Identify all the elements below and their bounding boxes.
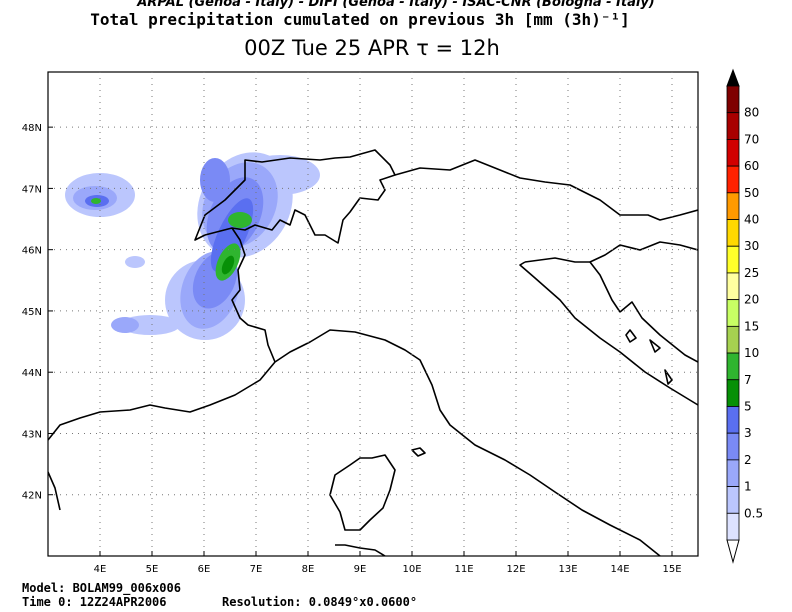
colorbar-level-label: 0.5 [744, 506, 763, 520]
lon-tick-label: 4E [94, 564, 107, 575]
lon-tick-label: 11E [454, 564, 473, 575]
colorbar-level-label: 25 [744, 266, 759, 280]
colorbar-swatch [726, 459, 740, 487]
colorbar-swatch [726, 406, 740, 434]
lon-tick-label: 6E [198, 564, 211, 575]
colorbar-level-label: 60 [744, 159, 759, 173]
colorbar-swatch [726, 432, 740, 461]
map-frame [47, 71, 699, 557]
resolution-label: Resolution: 0.0849°x0.0600° [222, 595, 418, 609]
colorbar-swatch [726, 219, 740, 247]
colorbar-level-label: 70 [744, 132, 759, 146]
colorbar-swatch [726, 486, 740, 514]
lon-tick-label: 10E [402, 564, 421, 575]
colorbar-level-label: 5 [744, 399, 752, 413]
colorbar-level-label: 3 [744, 426, 752, 440]
precipitation-colorbar: 80 70 60 50 40 30 25 20 15 10 7 5 3 2 1 0.5 [726, 68, 763, 564]
colorbar-level-label: 15 [744, 319, 759, 333]
colorbar-level-label: 7 [744, 373, 752, 387]
lon-tick-label: 7E [250, 564, 263, 575]
colorbar-swatch [726, 245, 740, 274]
lat-tick-label: 44N [22, 368, 42, 379]
institutions-title: ARPAL (Genoa - Italy) - DIFI (Genoa - It… [137, 0, 655, 10]
colorbar-swatch [726, 192, 740, 220]
colorbar-bottom-arrow [726, 539, 740, 564]
lat-tick-label: 45N [22, 307, 42, 318]
valid-time-title: 00Z Tue 25 APR τ = 12h [244, 36, 500, 60]
lon-tick-label: 15E [662, 564, 681, 575]
colorbar-level-label: 80 [744, 106, 759, 120]
lon-tick-label: 8E [302, 564, 315, 575]
precipitation-field [65, 152, 320, 340]
time0-label: Time 0: 12Z24APR2006 [22, 595, 167, 609]
lon-tick-label: 9E [354, 564, 367, 575]
rain-area-eastern-france [65, 173, 145, 333]
lon-tick-label: 14E [610, 564, 629, 575]
colorbar-level-label: 2 [744, 453, 752, 467]
lat-tick-label: 43N [22, 429, 42, 440]
lon-tick-label: 5E [146, 564, 159, 575]
colorbar-level-label: 10 [744, 346, 759, 360]
colorbar-swatch [726, 352, 740, 381]
colorbar-swatch [726, 165, 740, 194]
lon-tick-label: 13E [558, 564, 577, 575]
colorbar-swatch [726, 299, 740, 327]
colorbar-level-label: 50 [744, 186, 759, 200]
colorbar-level-label: 20 [744, 293, 759, 307]
colorbar-level-label: 30 [744, 239, 759, 253]
lon-tick-label: 12E [506, 564, 525, 575]
colorbar-swatch [726, 85, 740, 114]
colorbar-swatch [726, 325, 740, 354]
colorbar-swatch [726, 379, 740, 407]
colorbar-swatch [726, 112, 740, 140]
colorbar-level-label: 40 [744, 213, 759, 227]
lat-tick-label: 48N [22, 123, 42, 134]
rain-area-french-alps [120, 152, 320, 340]
product-title: Total precipitation cumulated on previou… [90, 10, 630, 29]
lat-tick-label: 47N [22, 184, 42, 195]
model-label: Model: BOLAM99_006x006 [22, 581, 181, 595]
colorbar-swatch [726, 139, 740, 167]
colorbar-level-label: 1 [744, 480, 752, 494]
lat-tick-label: 46N [22, 246, 42, 257]
lat-lon-grid [48, 72, 698, 556]
lat-tick-label: 42N [22, 491, 42, 502]
coastlines-and-borders [48, 149, 698, 556]
colorbar-top-arrow [726, 68, 740, 87]
colorbar-swatch [726, 512, 740, 541]
colorbar-swatch [726, 272, 740, 301]
axis-tick-labels: 4E 5E 6E 7E 8E 9E 10E 11E 12E 13E 14E 15E 48N 47N 46N 4… [22, 123, 682, 575]
